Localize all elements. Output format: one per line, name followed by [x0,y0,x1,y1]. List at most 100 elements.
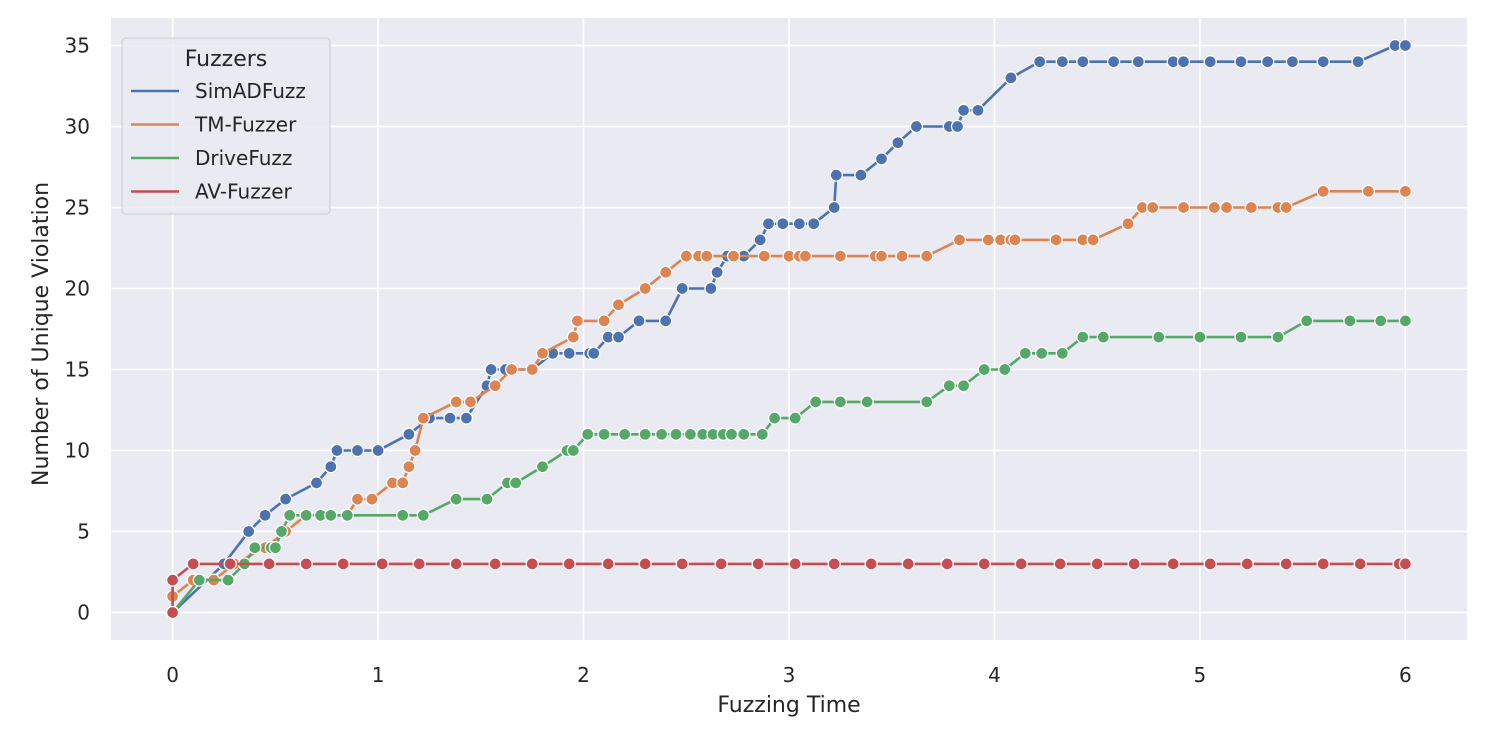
data-point-av-fuzzer [1053,557,1067,571]
data-point-simadfuzz [278,492,293,506]
data-point-tm-fuzzer [798,249,813,263]
data-point-simadfuzz [1285,55,1300,69]
data-point-tm-fuzzer [416,411,430,425]
data-point-tm-fuzzer [1121,217,1135,231]
data-point-drivefuzz [268,541,283,555]
y-tick-label: 15 [65,357,90,381]
data-point-av-fuzzer [977,557,991,571]
data-point-drivefuzz [535,460,550,474]
data-point-tm-fuzzer [350,492,365,506]
x-tick-labels: 0 1 2 3 4 5 6 [166,663,1411,687]
data-point-tm-fuzzer [757,249,771,263]
data-point-simadfuzz [874,152,889,166]
data-point-drivefuzz [1018,346,1032,360]
data-point-simadfuzz [761,217,776,231]
data-point-simadfuzz [807,217,821,231]
data-point-drivefuzz [860,395,874,409]
legend-label: AV-Fuzzer [195,180,293,204]
data-point-drivefuzz [1234,330,1248,344]
data-point-tm-fuzzer [1086,233,1100,247]
data-point-tm-fuzzer [981,233,995,247]
data-point-simadfuzz [909,119,924,134]
data-point-av-fuzzer [412,557,426,571]
data-point-av-fuzzer [601,557,615,571]
data-point-av-fuzzer [827,557,841,571]
y-tick-label: 25 [65,196,90,220]
data-point-drivefuzz [581,427,595,441]
legend-title: Fuzzers [185,47,268,72]
data-point-av-fuzzer [901,557,915,571]
data-point-simadfuzz [350,443,365,458]
data-point-drivefuzz [1374,314,1388,328]
data-point-drivefuzz [654,427,669,441]
data-point-av-fuzzer [1203,557,1217,571]
data-point-drivefuzz [1096,330,1110,344]
data-point-drivefuzz [324,508,338,522]
data-point-simadfuzz [402,427,416,441]
data-point-drivefuzz [669,427,683,441]
data-point-drivefuzz [1035,346,1049,360]
data-point-av-fuzzer [675,557,689,571]
data-point-simadfuzz [704,281,718,296]
data-point-simadfuzz [829,168,843,182]
data-point-simadfuzz [242,524,256,539]
data-point-tm-fuzzer [833,249,848,263]
data-point-simadfuzz [971,103,985,117]
data-point-tm-fuzzer [1207,200,1221,215]
x-tick-label: 6 [1399,663,1412,687]
data-point-tm-fuzzer [659,265,673,279]
data-point-drivefuzz [755,427,769,441]
data-point-drivefuzz [192,573,206,587]
data-point-drivefuzz [1055,346,1069,360]
data-point-av-fuzzer [940,557,954,571]
data-point-av-fuzzer [186,557,200,571]
y-tick-label: 35 [65,34,90,58]
legend-frame [121,37,331,215]
data-point-tm-fuzzer [638,281,652,296]
data-point-drivefuzz [221,573,235,587]
data-point-av-fuzzer [1166,557,1180,571]
y-axis-label: Number of Unique Violation [29,182,54,486]
data-point-av-fuzzer [449,557,463,571]
data-point-simadfuzz [1203,55,1217,69]
data-point-tm-fuzzer [463,395,478,409]
data-point-tm-fuzzer [365,492,379,506]
data-point-drivefuzz [724,427,739,441]
data-point-tm-fuzzer [1176,200,1191,215]
data-point-simadfuzz [1106,55,1121,69]
data-point-tm-fuzzer [700,249,714,263]
data-point-drivefuzz [977,362,991,377]
data-point-av-fuzzer [336,557,350,571]
data-point-drivefuzz [274,524,289,539]
y-tick-labels: 0 5 10 15 20 25 30 35 [65,34,90,625]
data-point-simadfuzz [1176,55,1191,69]
data-point-tm-fuzzer [679,249,693,263]
data-point-simadfuzz [1234,55,1248,69]
data-point-drivefuzz [809,395,823,409]
data-point-tm-fuzzer [396,476,410,490]
data-point-simadfuzz [1131,55,1145,69]
data-point-drivefuzz [340,508,354,522]
data-point-av-fuzzer [223,557,237,571]
data-point-drivefuzz [788,411,802,425]
data-point-drivefuzz [597,427,611,441]
data-point-drivefuzz [1398,314,1413,328]
y-tick-label: 5 [77,519,90,543]
data-point-tm-fuzzer [1049,233,1063,247]
data-point-tm-fuzzer [1219,200,1234,215]
data-point-av-fuzzer [1398,557,1413,571]
data-point-drivefuzz [1193,330,1207,344]
data-point-tm-fuzzer [920,249,934,263]
data-point-drivefuzz [617,427,632,441]
data-point-av-fuzzer [299,557,313,571]
y-tick-label: 10 [65,438,90,462]
data-point-simadfuzz [330,443,344,458]
y-tick-label: 0 [77,600,90,624]
data-point-av-fuzzer [562,557,576,571]
data-point-drivefuzz [1271,330,1285,344]
data-point-simadfuzz [891,136,905,150]
data-point-tm-fuzzer [525,362,539,377]
data-point-av-fuzzer [1090,557,1104,571]
data-point-tm-fuzzer [1316,184,1330,198]
